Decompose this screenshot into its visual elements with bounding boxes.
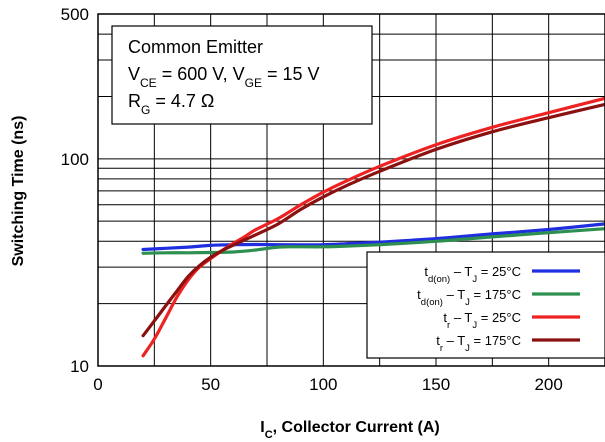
annotation-line-1: Common Emitter [128,37,263,57]
subscript-text: CE [140,76,157,90]
subscript-text: GE [245,76,262,90]
y-tick-label: 10 [70,357,89,376]
annotation-line-3: RG = 4.7 Ω [128,91,214,117]
x-axis-title-rest: , Collector Current (A) [273,419,440,436]
series-lines [141,96,605,358]
x-tick-label: 0 [93,375,102,394]
text-run: – T [450,310,472,325]
subscript-text: J [465,297,470,308]
tick-labels: 0 50 100 150 200 10 100 500 [61,5,563,394]
series-line [141,227,605,255]
text-run: t [424,264,428,279]
text-run: = 175°C [470,333,521,348]
subscript-text: G [141,103,150,117]
legend-label: td(on) – TJ = 25°C [424,264,521,285]
x-axis-title-sub: C [265,429,273,441]
text-run: = 25°C [477,310,521,325]
text-run: = 15 V [262,64,320,84]
series-line [141,102,605,338]
subscript-text: d(on) [421,297,443,308]
x-axis-title-main: I [260,419,264,436]
text-run: t [436,333,440,348]
subscript-text: J [472,320,477,331]
y-tick-label: 500 [61,5,89,24]
text-run: – T [450,264,472,279]
x-tick-label: 100 [309,375,337,394]
text-run: = 25°C [477,264,521,279]
y-axis-title: Switching Time (ns) [10,116,27,267]
legend: td(on) – TJ = 25°Ctd(on) – TJ = 175°Ctr … [366,251,605,359]
text-run: t [417,287,421,302]
text-run: = 175°C [470,287,521,302]
text-run: t [443,310,447,325]
x-tick-label: 200 [534,375,562,394]
annotation-line-2: VCE = 600 V, VGE = 15 V [128,64,320,90]
legend-label: td(on) – TJ = 175°C [417,287,521,308]
subscript-text: r [447,320,450,331]
subscript-text: J [472,274,477,285]
y-tick-label: 100 [61,150,89,169]
text-run: – T [443,287,465,302]
x-tick-label: 50 [201,375,220,394]
text-run: – T [443,333,465,348]
text-run: = 600 V, V [157,64,245,84]
text-run: = 4.7 Ω [150,91,214,111]
subscript-text: r [440,343,443,354]
annotation-box: Common Emitter VCE = 600 V, VGE = 15 V R… [111,25,373,125]
legend-label: tr – TJ = 25°C [443,310,521,331]
text-run: V [128,64,140,84]
legend-label: tr – TJ = 175°C [436,333,521,354]
series-line [141,222,605,252]
x-axis-title: IC, Collector Current (A) [260,419,440,441]
annotation-frame [111,25,373,125]
subscript-text: d(on) [428,274,450,285]
subscript-text: J [465,343,470,354]
x-tick-label: 150 [422,375,450,394]
plot-frame [97,13,605,367]
text-run: R [128,91,141,111]
series-line [141,96,605,358]
